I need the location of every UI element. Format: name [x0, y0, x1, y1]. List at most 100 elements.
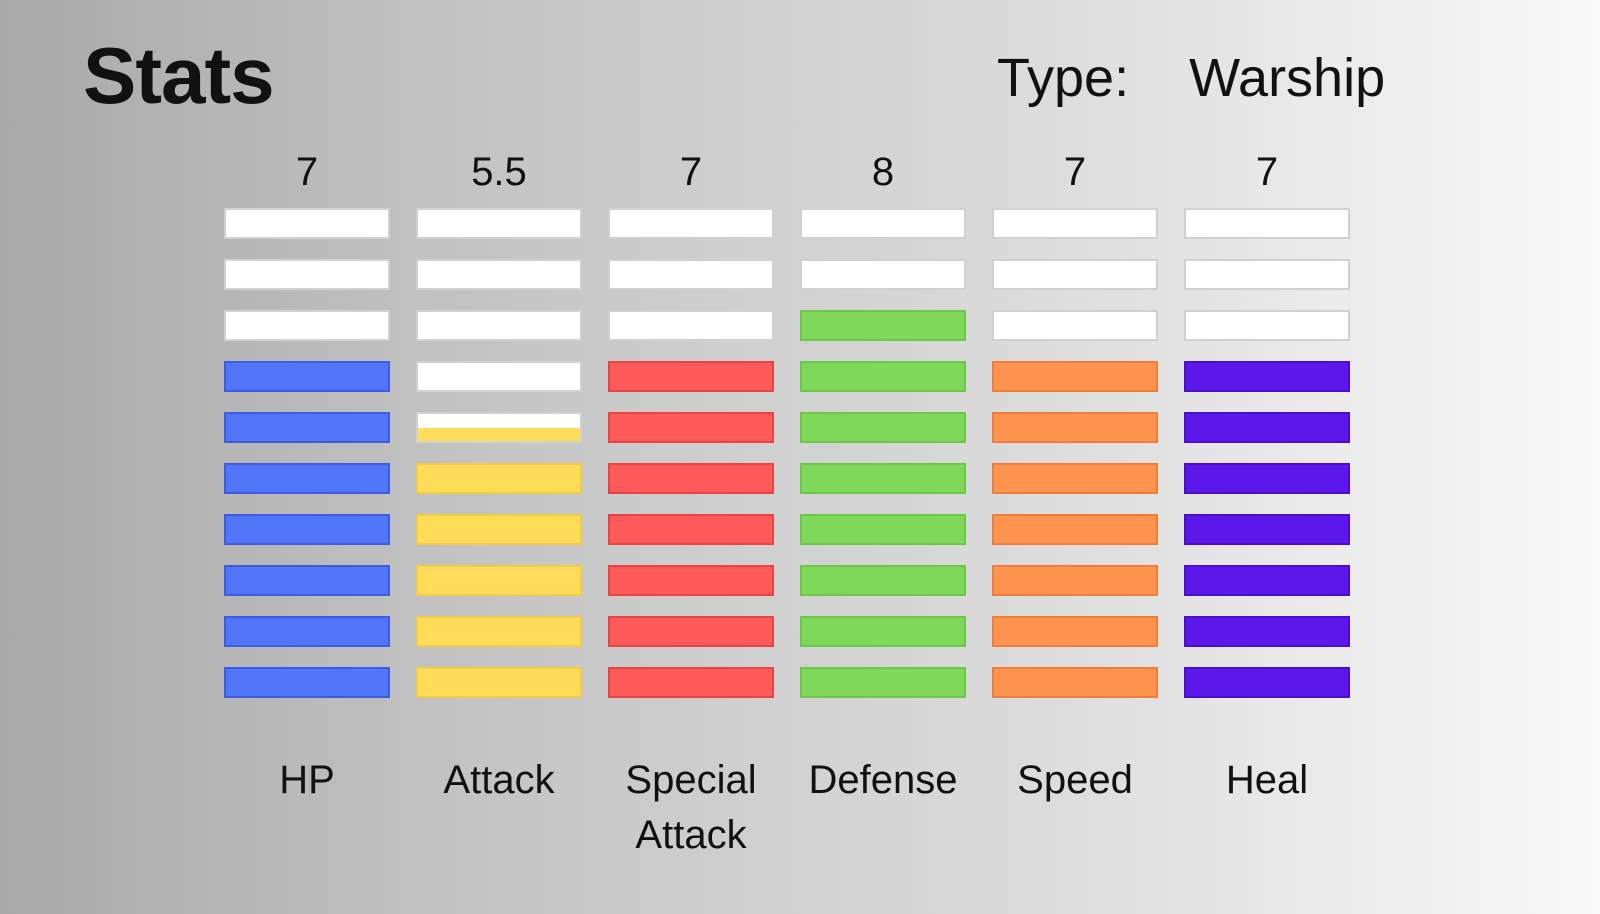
- type-row: Type: Warship: [997, 51, 1385, 105]
- stat-segment: [224, 616, 390, 647]
- stat-segment: [608, 259, 774, 290]
- stat-segment-fill: [610, 363, 772, 390]
- stat-segment-fill: [802, 414, 964, 441]
- stat-segment-fill: [226, 363, 388, 390]
- stat-segment-fill: [802, 669, 964, 696]
- stat-segment: [608, 514, 774, 545]
- stat-segment: [1184, 667, 1350, 698]
- stat-segment: [992, 361, 1158, 392]
- stat-segment: [992, 310, 1158, 341]
- stat-segment: [608, 412, 774, 443]
- stat-segment: [1184, 463, 1350, 494]
- stat-segment-fill: [994, 465, 1156, 492]
- stat-segment: [608, 361, 774, 392]
- stat-segment: [608, 565, 774, 596]
- stat-segment: [800, 514, 966, 545]
- stat-segment: [1184, 412, 1350, 443]
- stat-segment-fill: [418, 516, 580, 543]
- stat-segment-fill: [994, 669, 1156, 696]
- stat-segment: [1184, 514, 1350, 545]
- stat-segment: [800, 463, 966, 494]
- stat-segment-fill: [994, 567, 1156, 594]
- stat-value: 5.5: [471, 150, 527, 194]
- stat-segment: [608, 616, 774, 647]
- stat-value: 8: [871, 150, 895, 194]
- stat-segment-fill: [610, 567, 772, 594]
- stat-segment-fill: [610, 618, 772, 645]
- stat-segment-fill: [226, 516, 388, 543]
- stat-segment: [992, 616, 1158, 647]
- stat-segment-fill: [226, 669, 388, 696]
- stat-segment: [800, 259, 966, 290]
- stat-segment: [992, 514, 1158, 545]
- stat-label: Defense: [808, 758, 958, 802]
- type-value: Warship: [1189, 48, 1386, 108]
- stat-segment: [416, 208, 582, 239]
- stats-title: Stats: [83, 31, 275, 120]
- stat-segment: [224, 514, 390, 545]
- stat-segment: [992, 463, 1158, 494]
- stat-segment: [800, 310, 966, 341]
- stat-segment: [224, 208, 390, 239]
- stat-segment: [224, 667, 390, 698]
- stat-segment: [992, 412, 1158, 443]
- stat-segment: [800, 361, 966, 392]
- stat-segment-fill: [418, 567, 580, 594]
- stat-segment-fill: [1186, 465, 1348, 492]
- stat-segment-fill: [802, 312, 964, 339]
- stat-label: HP: [279, 758, 335, 802]
- stat-value: 7: [295, 150, 319, 194]
- stat-segment: [992, 667, 1158, 698]
- stat-segment-fill: [610, 465, 772, 492]
- type-label: Type:: [997, 48, 1130, 108]
- stat-segment-fill: [226, 567, 388, 594]
- stat-segment: [416, 310, 582, 341]
- stat-segment-fill: [994, 618, 1156, 645]
- stat-value: 7: [1255, 150, 1279, 194]
- stat-segment-fill: [610, 516, 772, 543]
- stat-segment: [224, 310, 390, 341]
- stat-segment: [1184, 208, 1350, 239]
- stat-segment: [608, 463, 774, 494]
- stat-label: Special Attack: [625, 758, 757, 857]
- stat-segment: [1184, 259, 1350, 290]
- stat-segment-fill: [226, 414, 388, 441]
- stat-segment: [800, 667, 966, 698]
- stat-segment-fill: [1186, 567, 1348, 594]
- stat-segment-fill: [1186, 618, 1348, 645]
- stat-segment: [992, 259, 1158, 290]
- stat-segment: [608, 208, 774, 239]
- stat-segment-fill: [418, 669, 580, 696]
- stat-segment: [416, 514, 582, 545]
- stat-label: Speed: [1017, 758, 1133, 802]
- stat-segment-fill: [1186, 669, 1348, 696]
- stat-segment-fill: [802, 465, 964, 492]
- stat-segment: [224, 565, 390, 596]
- stat-segment-fill: [802, 516, 964, 543]
- stat-value: 7: [1063, 150, 1087, 194]
- stat-segment: [416, 361, 582, 392]
- stat-segment: [416, 616, 582, 647]
- stat-segment: [224, 412, 390, 443]
- stat-segment-fill: [994, 414, 1156, 441]
- stat-label: Heal: [1225, 758, 1309, 802]
- stat-segment: [992, 565, 1158, 596]
- stat-segment-fill: [418, 618, 580, 645]
- stat-segment-fill: [226, 618, 388, 645]
- stat-segment-fill: [610, 414, 772, 441]
- stat-segment: [800, 412, 966, 443]
- stat-segment: [608, 667, 774, 698]
- stat-segment: [800, 208, 966, 239]
- stat-segment: [800, 616, 966, 647]
- stat-segment-fill: [610, 669, 772, 696]
- stat-segment: [992, 208, 1158, 239]
- stat-segment: [416, 463, 582, 494]
- stat-label: Attack: [443, 758, 555, 802]
- stat-segment: [1184, 565, 1350, 596]
- stat-segment-fill: [802, 618, 964, 645]
- stat-segment: [224, 361, 390, 392]
- stat-segment-fill: [1186, 516, 1348, 543]
- stat-value: 7: [679, 150, 703, 194]
- stat-segment-fill: [418, 427, 580, 441]
- stat-segment-fill: [1186, 363, 1348, 390]
